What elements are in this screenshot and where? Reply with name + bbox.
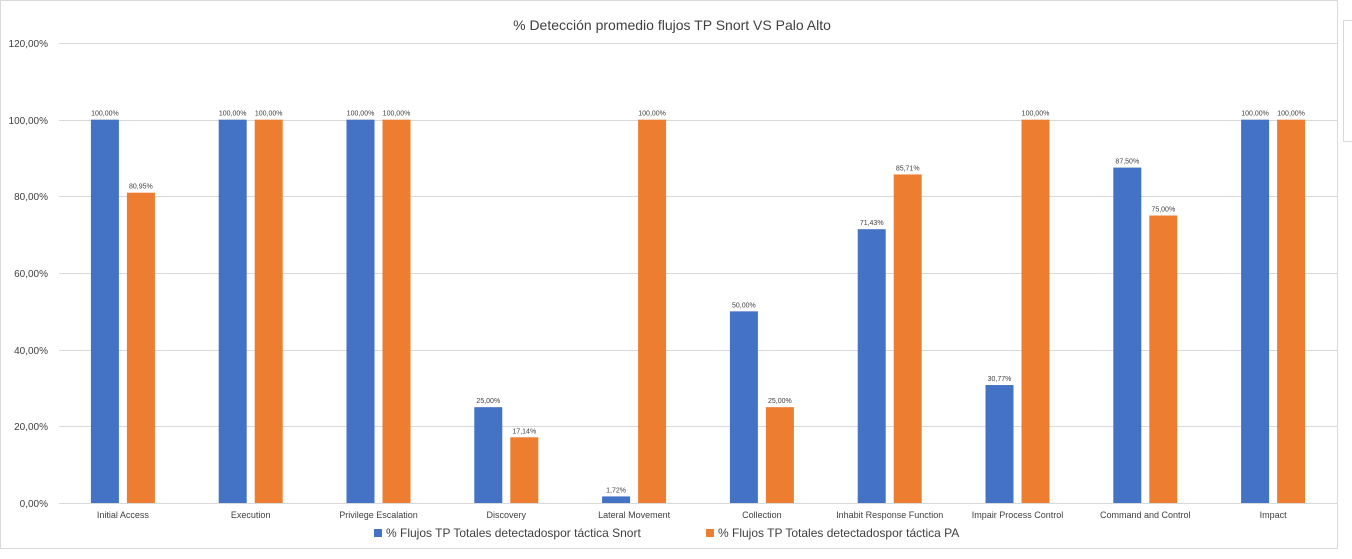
- x-tick-label: Lateral Movement: [598, 510, 671, 520]
- bar: [510, 437, 539, 503]
- data-label: 50,00%: [732, 302, 756, 309]
- data-label: 100,00%: [91, 111, 119, 118]
- data-label: 75,00%: [1151, 207, 1175, 214]
- data-label: 17,14%: [512, 428, 536, 435]
- bar: [126, 192, 155, 504]
- y-tick-label: 80,00%: [14, 192, 48, 203]
- bar: [729, 311, 758, 503]
- bar-chart: % Detección promedio flujos TP Snort VS …: [9, 17, 1337, 540]
- data-label: 100,00%: [1241, 111, 1269, 118]
- y-tick-label: 0,00%: [20, 499, 48, 510]
- bar: [857, 229, 886, 503]
- bar: [382, 119, 411, 504]
- x-tick-label: Privilege Escalation: [339, 510, 418, 520]
- bars: [90, 119, 1306, 504]
- y-tick-label: 20,00%: [14, 422, 48, 433]
- legend-swatch: [374, 529, 382, 537]
- chart-title: % Detección promedio flujos TP Snort VS …: [513, 17, 831, 33]
- side-panel-edge: [1343, 20, 1352, 142]
- data-label: 100,00%: [383, 111, 411, 118]
- bar: [346, 119, 375, 504]
- bar: [218, 119, 247, 504]
- data-label: 100,00%: [1277, 111, 1305, 118]
- legend-entry: % Flujos TP Totales detectadospor táctic…: [718, 526, 959, 540]
- data-label: 30,77%: [988, 376, 1012, 383]
- x-tick-label: Command and Control: [1100, 510, 1191, 520]
- legend: % Flujos TP Totales detectadospor táctic…: [374, 526, 959, 540]
- x-tick-label: Inhabit Response Function: [836, 510, 943, 520]
- bar: [1241, 119, 1270, 504]
- gridlines: [59, 43, 1337, 504]
- y-tick-label: 60,00%: [14, 269, 48, 280]
- legend-swatch: [706, 529, 714, 537]
- data-label: 100,00%: [1022, 111, 1050, 118]
- data-label: 25,00%: [476, 398, 500, 405]
- bar: [893, 174, 922, 503]
- bar: [1149, 215, 1178, 503]
- x-tick-label: Impair Process Control: [972, 510, 1064, 520]
- x-tick-label: Collection: [742, 510, 782, 520]
- bar: [1113, 167, 1142, 504]
- data-label: 25,00%: [768, 398, 792, 405]
- bar: [602, 496, 631, 503]
- bar: [254, 119, 283, 504]
- data-labels: 100,00% 80,95% 100,00% 100,00% 100,00% 100,00…: [91, 111, 1305, 495]
- x-tick-label: Initial Access: [97, 510, 150, 520]
- bar: [90, 119, 119, 504]
- bar: [1021, 119, 1050, 504]
- y-tick-label: 100,00%: [9, 116, 49, 127]
- bar: [985, 385, 1014, 503]
- bar: [474, 407, 503, 503]
- y-axis-tick-labels: 0,00% 20,00% 40,00% 60,00% 80,00% 100,00% 120,…: [9, 39, 49, 510]
- legend-entry: % Flujos TP Totales detectadospor táctic…: [386, 526, 641, 540]
- data-label: 100,00%: [255, 111, 283, 118]
- x-tick-label: Discovery: [487, 510, 527, 520]
- data-label: 85,71%: [896, 165, 920, 172]
- x-tick-label: Execution: [231, 510, 271, 520]
- y-tick-label: 40,00%: [14, 346, 48, 357]
- data-label: 87,50%: [1115, 159, 1139, 166]
- data-label: 71,43%: [860, 220, 884, 227]
- data-label: 80,95%: [129, 184, 153, 191]
- y-tick-label: 120,00%: [9, 39, 49, 50]
- data-label: 100,00%: [219, 111, 247, 118]
- bar: [1277, 119, 1306, 504]
- data-label: 100,00%: [638, 111, 666, 118]
- bar: [765, 407, 794, 503]
- bar: [638, 119, 667, 504]
- data-label: 1,72%: [606, 487, 626, 494]
- x-tick-label: Impact: [1260, 510, 1288, 520]
- x-axis-category-labels: Initial Access Execution Privilege Escalat…: [97, 510, 1287, 520]
- data-label: 100,00%: [347, 111, 375, 118]
